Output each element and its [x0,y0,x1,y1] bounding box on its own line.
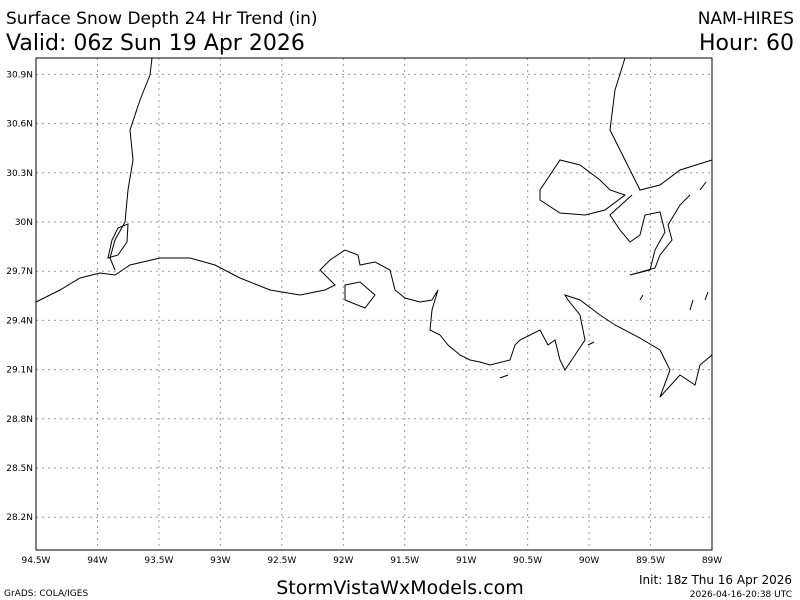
y-tick-label: 29.4N [6,316,33,326]
x-tick-label: 92W [333,556,353,566]
lake-pontchartrain [539,159,627,216]
pearl-river [609,57,713,191]
x-tick-label: 90W [579,556,599,566]
x-tick-label: 91W [456,556,476,566]
coastlines [35,57,713,398]
coastline [35,249,713,398]
hour: Hour: 60 [699,31,794,56]
grads-credit: GrADS: COLA/IGES [4,589,88,599]
sabine-lake [107,223,129,259]
title: Surface Snow Depth 24 Hr Trend (in) [6,9,318,29]
y-tick-label: 30N [15,218,33,228]
x-tick-label: 92.5W [267,556,296,566]
y-tick-label: 29.1N [6,366,33,376]
y-tick-label: 30.6N [6,120,33,130]
lake-borgne [609,194,691,276]
island [499,181,709,379]
y-tick-label: 28.8N [6,415,33,425]
y-tick-label: 28.5N [6,464,33,474]
model: NAM-HIRES [698,9,794,29]
site: StormVistaWxModels.com [276,577,524,599]
init-time: Init: 18z Thu 16 Apr 2026 [639,573,792,587]
x-tick-label: 93W [210,556,230,566]
timestamp: 2026-04-16-20:38 UTC [690,590,792,600]
map-frame [35,57,713,551]
y-tick-label: 30.3N [6,169,33,179]
x-tick-label: 90.5W [513,556,542,566]
x-tick-label: 89.5W [636,556,665,566]
x-tick-label: 94.5W [22,556,51,566]
valid-time: Valid: 06z Sun 19 Apr 2026 [6,31,305,56]
x-tick-label: 94W [87,556,107,566]
x-tick-label: 89W [702,556,722,566]
grid: 94.5W 94W 93.5W 93W 92.5W 92W 91.5W 91W 90.5W 90W… [6,58,722,566]
y-tick-label: 28.2N [6,513,33,523]
x-tick-label: 93.5W [144,556,173,566]
x-tick-label: 91.5W [390,556,419,566]
coastline [109,57,153,271]
vermilion-bay [344,281,376,309]
y-tick-label: 30.9N [6,70,33,80]
y-tick-label: 29.7N [6,267,33,277]
